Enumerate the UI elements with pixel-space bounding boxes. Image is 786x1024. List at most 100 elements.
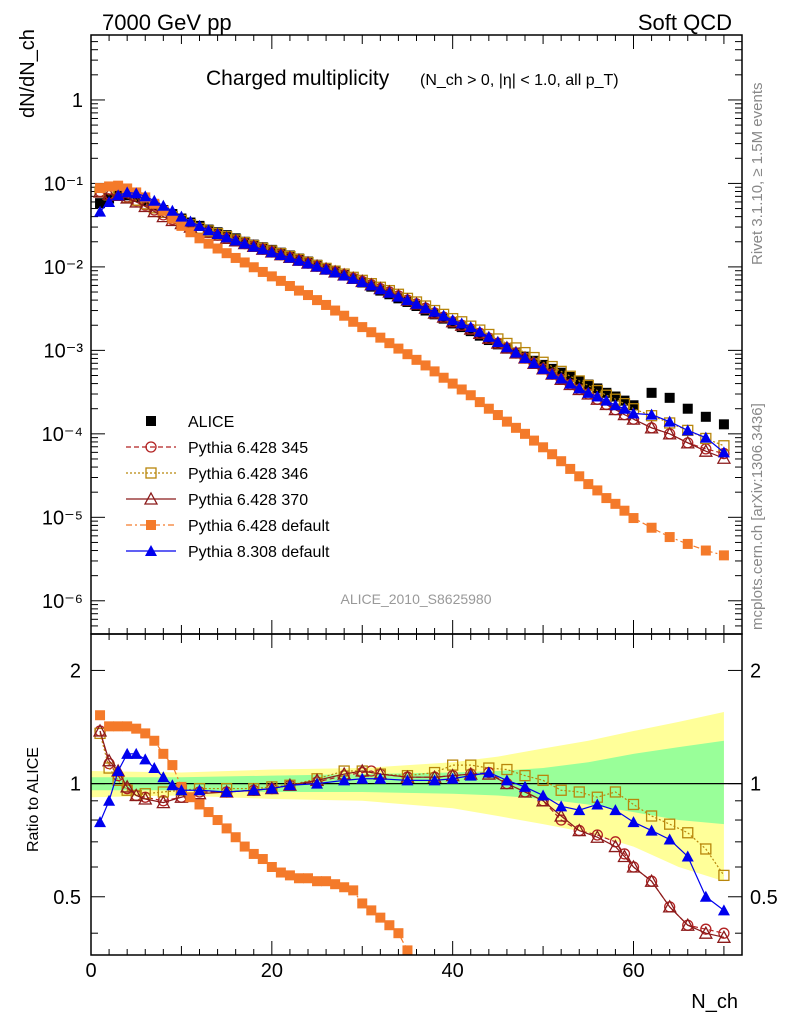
data-point	[266, 862, 277, 872]
data-point	[166, 779, 179, 791]
data-point	[247, 784, 260, 796]
legend: ALICE Pythia 6.428 345 Pythia 6.428 346 Pyt…	[126, 414, 330, 561]
data-point	[680, 917, 695, 931]
data-point	[221, 248, 232, 259]
data-point	[492, 410, 503, 421]
ratio-series-layer	[92, 710, 732, 955]
y-tick-label: 10⁻³	[44, 340, 84, 362]
data-point	[609, 399, 622, 411]
y-tick-label: 10⁻⁶	[42, 591, 83, 613]
data-point	[464, 321, 477, 333]
ratio-ylabel: Ratio to ALICE	[25, 747, 42, 852]
data-point	[682, 827, 694, 839]
data-point	[113, 721, 124, 732]
data-point	[357, 898, 368, 909]
data-point	[519, 780, 531, 792]
data-point	[609, 804, 622, 816]
data-point	[292, 254, 305, 266]
legend-item: Pythia 6.428 346	[126, 466, 308, 483]
data-point	[312, 295, 323, 306]
data-point	[591, 390, 604, 402]
data-point	[265, 246, 278, 258]
data-point	[211, 227, 224, 239]
data-point	[590, 829, 605, 843]
data-point	[375, 912, 386, 923]
data-point	[644, 420, 659, 434]
ratio-tick-label: 1	[70, 774, 81, 796]
data-point	[537, 362, 550, 374]
data-point	[465, 390, 476, 401]
data-point	[257, 266, 268, 277]
data-point	[158, 748, 169, 759]
data-point	[429, 366, 440, 377]
data-point	[698, 925, 713, 939]
data-point	[139, 753, 152, 765]
data-point	[582, 386, 595, 398]
data-point	[230, 252, 241, 263]
data-point	[402, 349, 413, 360]
data-point	[392, 290, 405, 302]
data-point	[374, 283, 387, 295]
data-point	[509, 346, 522, 358]
data-point	[699, 890, 712, 902]
uncertainty-band-outer	[91, 712, 724, 882]
ratio-tick-label: 0.5	[53, 887, 81, 909]
data-point	[193, 219, 206, 231]
data-point	[175, 784, 188, 796]
data-point	[627, 407, 640, 419]
data-point	[148, 194, 161, 206]
xlabel: N_ch	[691, 991, 738, 1013]
data-point	[717, 446, 730, 458]
legend-item: Pythia 8.308 default	[126, 544, 330, 561]
data-point	[275, 867, 286, 878]
data-point	[156, 795, 171, 809]
data-point	[473, 325, 486, 337]
data-point	[601, 493, 612, 504]
data-point	[185, 792, 196, 803]
ratio-tick-label: 2	[70, 660, 81, 682]
data-point	[583, 379, 594, 390]
data-point	[716, 450, 732, 464]
legend-marker	[146, 520, 156, 530]
data-point	[546, 368, 559, 380]
data-point	[482, 766, 495, 778]
data-point	[617, 849, 632, 863]
data-point	[627, 816, 640, 828]
data-point	[700, 923, 712, 935]
data-point	[248, 262, 259, 273]
data-point	[321, 299, 332, 310]
data-point	[303, 873, 313, 884]
data-point	[482, 330, 495, 342]
data-point	[555, 784, 567, 796]
data-point	[618, 402, 631, 414]
data-point	[130, 187, 143, 199]
series-pythia-8-308-default	[94, 186, 730, 458]
data-point	[428, 774, 441, 786]
data-point	[103, 762, 115, 774]
data-point	[311, 777, 324, 789]
data-point	[645, 824, 658, 836]
data-point	[104, 721, 115, 732]
data-point	[608, 839, 623, 853]
data-point	[365, 279, 378, 291]
data-point	[718, 419, 729, 430]
data-point	[617, 407, 632, 421]
x-tick-label: 40	[442, 960, 464, 982]
data-point	[230, 832, 241, 843]
data-point	[500, 341, 513, 353]
main-panel: 10⁻⁶ 10⁻⁵ 10⁻⁴ 10⁻³ 10⁻² 10⁻¹ 1	[42, 34, 743, 635]
data-point	[157, 771, 170, 783]
mcplots-label: mcplots.cern.ch [arXiv:1306.3436]	[749, 403, 766, 630]
data-point	[419, 302, 432, 314]
data-point	[680, 435, 695, 449]
data-point	[681, 424, 694, 436]
data-point	[176, 220, 187, 231]
data-point	[239, 257, 250, 268]
data-point	[175, 210, 188, 222]
data-point	[375, 332, 386, 343]
data-point	[266, 271, 277, 282]
legend-label: Pythia 6.428 345	[188, 440, 308, 457]
data-point	[537, 774, 549, 787]
data-point	[265, 782, 278, 794]
data-point	[662, 899, 677, 913]
